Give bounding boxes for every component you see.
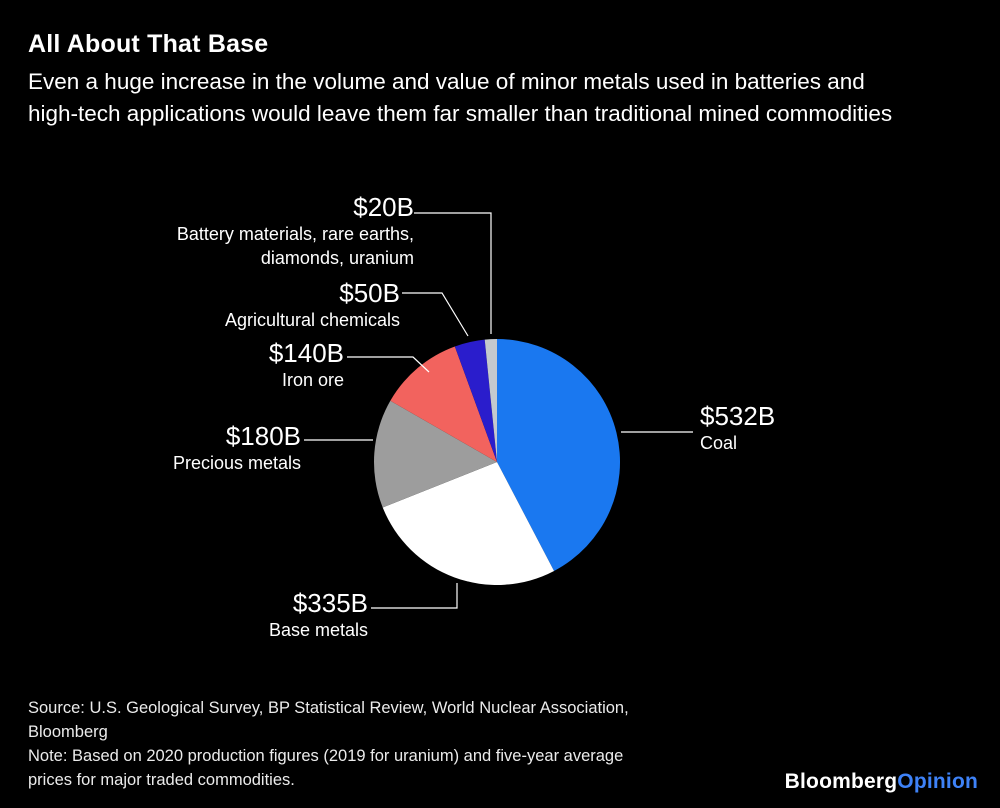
leader-line-base <box>371 583 458 609</box>
label-battery-name-line2: diamonds, uranium <box>260 248 414 268</box>
source-line-1: Source: U.S. Geological Survey, BP Stati… <box>28 699 629 717</box>
label-ironore-value: $140B <box>268 338 344 368</box>
label-base: $335B Base metals <box>269 588 368 642</box>
leader-line-agchem <box>402 292 469 337</box>
source-line-2: Bloomberg <box>28 723 108 741</box>
bloomberg-opinion-logo: BloombergOpinion <box>785 770 978 794</box>
label-ironore-name: Iron ore <box>281 370 344 390</box>
label-ironore: $140B Iron ore <box>269 338 344 392</box>
pie-slice-iron-ore <box>390 346 497 462</box>
chart-subtitle: Even a huge increase in the volume and v… <box>28 69 893 126</box>
pie-slices <box>374 339 621 586</box>
leader-line-ironore <box>347 356 430 373</box>
pie-slice-base-metals <box>382 462 555 586</box>
label-coal: $532B Coal <box>700 401 775 455</box>
label-agchem-name: Agricultural chemicals <box>224 310 400 330</box>
leader-line-battery <box>414 212 492 334</box>
label-coal-value: $532B <box>700 401 776 431</box>
label-battery: $20B Battery materials, rare earths, dia… <box>177 192 414 270</box>
label-base-value: $335B <box>292 588 368 618</box>
label-battery-name-line1: Battery materials, rare earths, <box>176 224 414 244</box>
label-precious: $180B Precious metals <box>173 421 301 475</box>
chart-title: All About That Base <box>28 30 269 58</box>
label-precious-name: Precious metals <box>172 453 301 473</box>
pie-slice-coal <box>497 339 621 571</box>
note-line-2: prices for major traded commodities. <box>28 771 295 789</box>
label-precious-value: $180B <box>225 421 301 451</box>
note-line-1: Note: Based on 2020 production figures (… <box>28 747 624 765</box>
label-coal-name: Coal <box>700 433 738 453</box>
logo-opinion: Opinion <box>897 770 978 793</box>
label-battery-value: $20B <box>353 192 414 222</box>
logo-bloomberg: Bloomberg <box>784 770 898 793</box>
label-base-name: Base metals <box>268 620 368 640</box>
label-agchem: $50B Agricultural chemicals <box>225 278 400 332</box>
label-agchem-value: $50B <box>339 278 400 308</box>
pie-slice-battery-materials-rare-earths-diamonds-uranium <box>484 339 497 462</box>
source-note: Source: U.S. Geological Survey, BP Stati… <box>28 696 629 792</box>
pie-slice-precious-metals <box>374 400 497 508</box>
pie-slice-agricultural-chemicals <box>454 339 497 462</box>
